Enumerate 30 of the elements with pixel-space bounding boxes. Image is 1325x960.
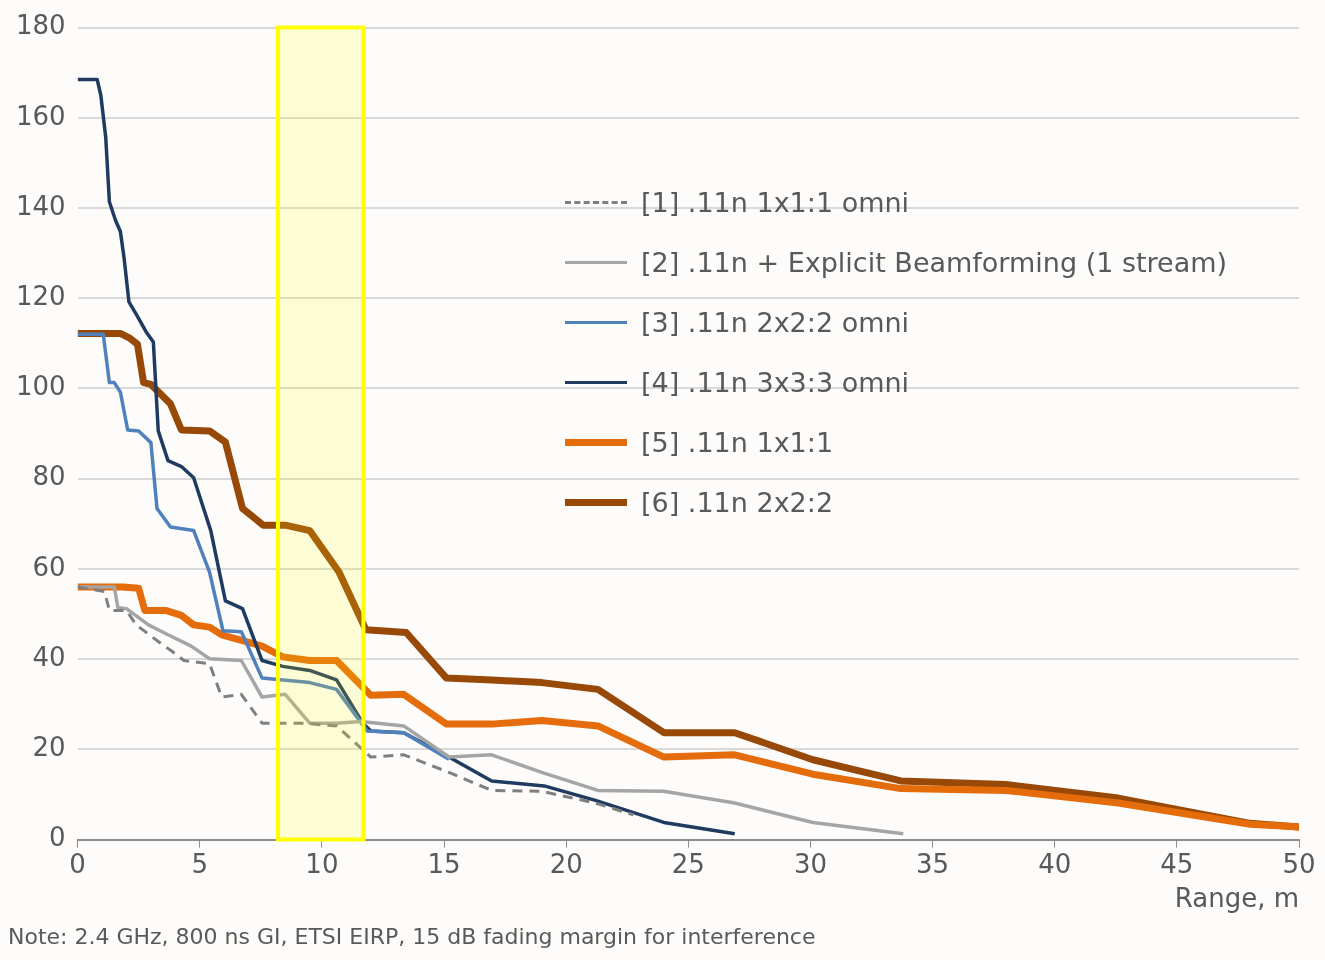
- y-tick-label: 120: [15, 281, 66, 312]
- x-tick-label: 0: [69, 848, 86, 879]
- y-tick-label: 100: [15, 371, 66, 402]
- y-tick-label: 180: [15, 10, 66, 41]
- line-series: [77, 585, 635, 817]
- legend-label: [3] .11n 2x2:2 omni: [641, 306, 910, 338]
- legend-label: [2] .11n + Explicit Beamforming (1 stream): [641, 246, 1228, 278]
- x-tick-label: 35: [916, 848, 950, 879]
- x-tick-label: 30: [793, 848, 827, 879]
- legend-label: [6] .11n 2x2:2: [641, 486, 834, 518]
- y-tick-label: 0: [49, 822, 66, 853]
- y-tick-label: 60: [32, 551, 66, 582]
- x-tick-label: 5: [191, 848, 209, 879]
- x-tick-label: 50: [1282, 848, 1316, 879]
- x-axis-title: Range, m: [1174, 883, 1299, 914]
- legend-label: [1] .11n 1x1:1 omni: [641, 186, 910, 218]
- y-tick-label: 40: [32, 641, 66, 672]
- legend-label: [5] .11n 1x1:1: [641, 426, 834, 458]
- x-tick-label: 45: [1160, 848, 1194, 879]
- legend-label: [4] .11n 3x3:3 omni: [641, 366, 910, 398]
- x-tick-label: 20: [549, 848, 583, 879]
- x-tick-label: 10: [305, 848, 339, 879]
- y-tick-label: 140: [15, 190, 66, 221]
- x-tick-label: 25: [671, 848, 705, 879]
- text: Note: 2.4 GHz, 800 ns GI, ETSI EIRP, 15 dB fading margin for interference: [8, 924, 816, 949]
- y-tick-label: 160: [15, 100, 66, 131]
- x-tick-label: 40: [1038, 848, 1072, 879]
- y-tick-label: 20: [32, 732, 66, 763]
- y-tick-label: 80: [32, 461, 66, 492]
- x-tick-label: 15: [427, 848, 461, 879]
